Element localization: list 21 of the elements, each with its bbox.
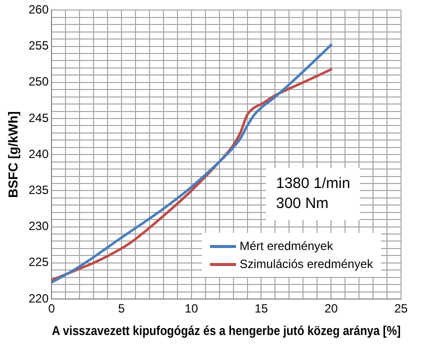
legend-label: Szimulációs eredmények	[240, 256, 373, 273]
y-tick-label: 235	[28, 183, 49, 198]
y-tick-label: 225	[28, 255, 49, 270]
x-axis-title: A visszavezett kipufogógáz és a hengerbe jutó közeg aránya [%]	[52, 323, 401, 338]
y-tick-label: 250	[28, 74, 49, 89]
y-tick-label: 230	[28, 219, 49, 234]
x-tick-label: 10	[184, 302, 198, 316]
legend-label: Mért eredmények	[240, 238, 333, 255]
y-tick-label: 255	[28, 38, 49, 53]
y-axis-title: BSFC [g/kWh]	[5, 111, 20, 198]
x-tick-label: 20	[324, 302, 338, 316]
annotation: 300 Nm	[276, 194, 330, 214]
y-tick-label: 220	[28, 291, 49, 306]
x-tick-label: 15	[254, 302, 268, 316]
y-tick-label: 240	[28, 146, 49, 161]
y-tick-label: 260	[28, 2, 49, 17]
x-tick-label: 0	[48, 302, 56, 316]
y-tick-label: 245	[28, 110, 49, 125]
x-tick-label: 25	[394, 302, 408, 316]
annotation: 1380 1/min	[276, 174, 350, 194]
x-tick-label: 5	[118, 302, 126, 316]
